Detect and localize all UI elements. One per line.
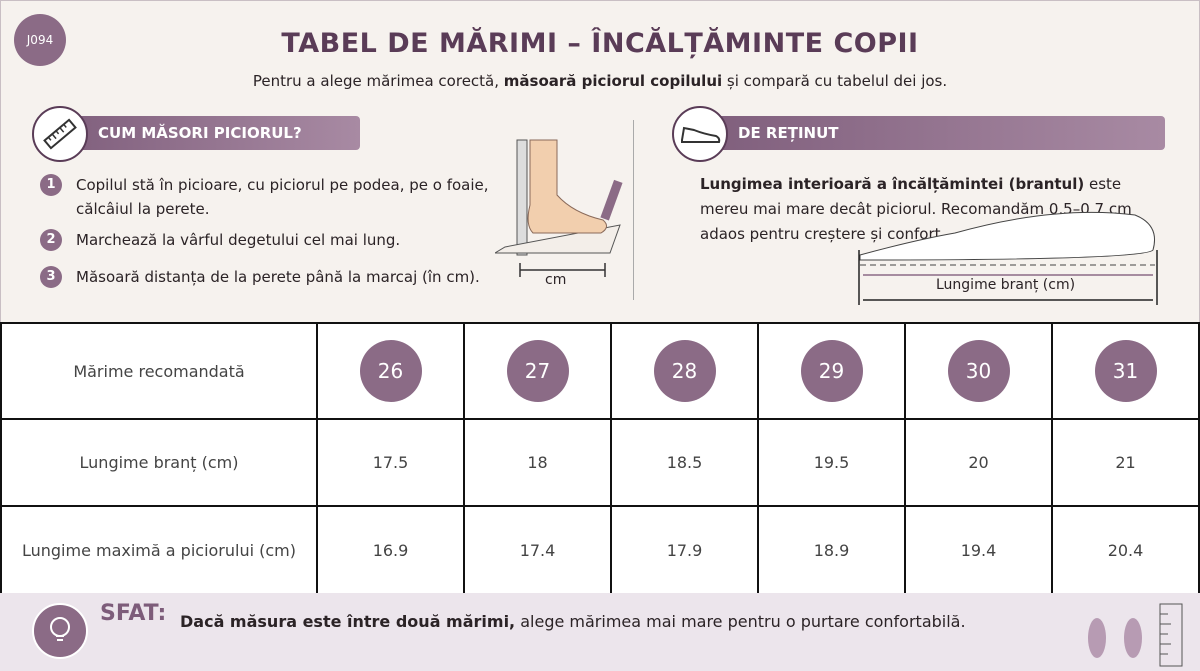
shoe-svg (681, 126, 721, 143)
table-cell: 27 (463, 322, 612, 420)
tip-bold: Dacă măsura este între două mărimi, (180, 612, 516, 631)
table-cell: 19.4 (904, 505, 1053, 595)
title: TABEL DE MĂRIMI – ÎNCĂLȚĂMINTE COPII (281, 28, 919, 59)
table-cell: 19.5 (757, 418, 906, 507)
footprints (1088, 603, 1183, 667)
tip-panel (0, 593, 1200, 671)
ruler-icon (32, 106, 88, 162)
size-badge: 26 (359, 340, 422, 402)
note-bold: Lungimea interioară a încălțămintei (bra… (700, 175, 1085, 193)
foot-illustration (495, 139, 623, 277)
table-cell: 17.9 (610, 505, 759, 595)
insole-illustration (858, 211, 1158, 305)
step-text: Marchează la vârful degetului cel mai lu… (76, 231, 401, 249)
step-text: Copilul stă în picioare, cu piciorul pe … (76, 176, 489, 218)
step: 3 Măsoară distanța de la perete până la m… (40, 265, 520, 289)
row-header: Lungime maximă a piciorului (cm) (0, 505, 318, 595)
table-cell: 31 (1051, 322, 1200, 420)
tip-label: SFAT: (100, 601, 167, 626)
size-badge: 27 (506, 340, 569, 402)
size-table: Mărime recomandată 26 27 28 29 30 31 Lungime br… (0, 322, 1200, 595)
table-cell: 18.5 (610, 418, 759, 507)
size-badge: 31 (1094, 340, 1157, 402)
ruler-label: cm (545, 272, 567, 288)
table-cell: 29 (757, 322, 906, 420)
size-badge: 29 (800, 340, 863, 402)
table-row: Mărime recomandată 26 27 28 29 30 31 (0, 322, 1200, 420)
bulb-icon (32, 603, 88, 659)
note-text: este mereu mai mare decât piciorul. Reco… (700, 175, 1132, 243)
table-cell: 20 (904, 418, 1053, 507)
table-cell: 30 (904, 322, 1053, 420)
step-text: Măsoară distanța de la perete până la ma… (76, 268, 480, 286)
badge: J094 (14, 14, 66, 66)
shoe-icon (672, 106, 728, 162)
table-cell: 18 (463, 418, 612, 507)
table-cell: 16.9 (316, 505, 465, 595)
step-number: 1 (40, 174, 62, 196)
table-cell: 21 (1051, 418, 1200, 507)
size-badge: 30 (947, 340, 1010, 402)
table-body: Mărime recomandată 26 27 28 29 30 31 Lungime br… (0, 322, 1200, 595)
table-cell: 28 (610, 322, 759, 420)
ruler-svg (43, 118, 77, 150)
row-header: Mărime recomandată (0, 322, 318, 420)
bulb-svg (50, 617, 70, 641)
row-header: Lungime branț (cm) (0, 418, 318, 507)
tip-text: Dacă măsura este între două mărimi, aleg… (180, 612, 966, 631)
header-panel (0, 0, 1200, 323)
size-badge: 28 (653, 340, 716, 402)
insole-label: Lungime branț (cm) (936, 277, 1076, 293)
table-row: Lungime branț (cm) 17.5 18 18.5 19.5 20 21 (0, 418, 1200, 507)
table-cell: 17.4 (463, 505, 612, 595)
section-heading: DE REȚINUT (680, 116, 1165, 150)
section-heading: CUM MĂSORI PICIORUL? (40, 116, 360, 150)
step-number: 2 (40, 229, 62, 251)
subtitle-text: și compară cu tabelul dei jos. (722, 72, 948, 90)
table-row: Lungime maximă a piciorului (cm) 16.9 17.4… (0, 505, 1200, 595)
divider (633, 120, 634, 300)
note: Lungimea interioară a încălțămintei (bra… (700, 172, 1170, 247)
subtitle: Pentru a alege mărimea corectă, măsoară … (0, 72, 1200, 90)
step-number: 3 (40, 266, 62, 288)
table-cell: 26 (316, 322, 465, 420)
table-cell: 18.9 (757, 505, 906, 595)
table-cell: 17.5 (316, 418, 465, 507)
table-cell: 20.4 (1051, 505, 1200, 595)
subtitle-bold: măsoară piciorul copilului (503, 72, 723, 90)
step: 1 Copilul stă în picioare, cu piciorul pe… (40, 173, 520, 221)
subtitle-text: Pentru a alege mărimea corectă, (252, 72, 504, 90)
step: 2 Marchează la vârful degetului cel mai l… (40, 228, 520, 252)
tip-rest: alege mărimea mai mare pentru o purtare … (515, 612, 966, 631)
